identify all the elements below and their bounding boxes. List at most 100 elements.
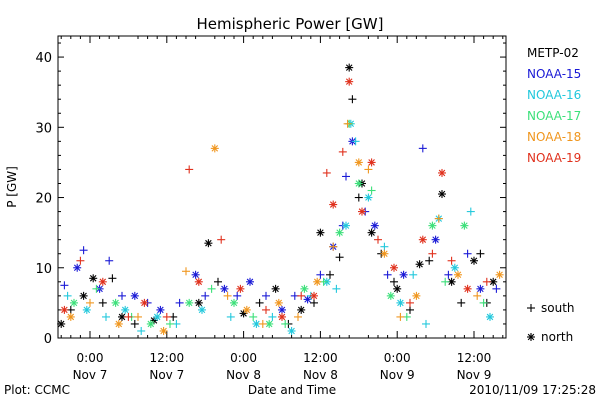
data-point xyxy=(470,256,478,265)
data-point xyxy=(329,200,338,209)
data-point xyxy=(358,207,366,216)
data-point xyxy=(406,298,414,307)
data-point xyxy=(374,235,382,244)
chart-title: Hemispheric Power [GW] xyxy=(197,15,384,33)
x-tick-label-time: 0:00 xyxy=(77,351,104,365)
data-point xyxy=(130,319,139,328)
data-points xyxy=(57,63,504,335)
data-point xyxy=(316,270,325,279)
x-tick-label-date: Nov 7 xyxy=(149,368,184,382)
data-point xyxy=(343,119,352,128)
data-point xyxy=(479,298,488,307)
data-point xyxy=(322,168,331,177)
data-point xyxy=(294,312,302,321)
data-point xyxy=(441,277,450,286)
data-point xyxy=(313,277,322,286)
data-point xyxy=(367,186,376,195)
y-axis-label: P [GW] xyxy=(5,166,19,208)
data-point xyxy=(310,298,318,307)
data-point xyxy=(146,319,155,328)
data-point xyxy=(463,284,472,293)
data-point xyxy=(364,193,373,202)
x-tick-label-time: 0:00 xyxy=(230,351,257,365)
data-point xyxy=(415,260,424,269)
data-point xyxy=(162,312,171,321)
data-point xyxy=(130,291,139,300)
data-point xyxy=(438,168,446,177)
data-point xyxy=(108,274,117,283)
x-axis-label: Date and Time xyxy=(248,383,336,397)
x-tick-label-date: Nov 9 xyxy=(457,368,492,382)
data-point xyxy=(265,319,274,328)
data-point xyxy=(316,228,325,237)
data-point xyxy=(466,207,475,216)
data-point xyxy=(390,277,398,286)
data-point xyxy=(463,249,472,258)
y-tick-label: 10 xyxy=(35,262,52,277)
data-point xyxy=(262,291,270,300)
plot-frame xyxy=(57,35,507,339)
data-point xyxy=(444,270,453,279)
data-point xyxy=(396,298,405,307)
data-point xyxy=(57,319,66,328)
data-point xyxy=(278,305,286,314)
data-point xyxy=(236,284,245,293)
data-point xyxy=(175,298,184,307)
data-point xyxy=(329,242,338,251)
data-point xyxy=(492,284,501,293)
data-point xyxy=(268,312,277,321)
data-point xyxy=(428,249,437,258)
data-point xyxy=(191,270,200,279)
data-point xyxy=(380,249,389,258)
marker-legend-symbol xyxy=(527,333,535,341)
data-point xyxy=(226,312,235,321)
data-point xyxy=(278,312,286,321)
y-tick-label: 0 xyxy=(44,332,52,347)
data-point xyxy=(60,305,69,314)
legend-entry: NOAA-17 xyxy=(527,109,581,123)
data-point xyxy=(422,319,430,328)
data-point xyxy=(105,256,114,265)
data-point xyxy=(121,305,130,314)
data-point xyxy=(82,305,91,314)
data-point xyxy=(454,270,462,279)
x-tick-label-time: 12:00 xyxy=(150,351,185,365)
data-point xyxy=(345,63,354,72)
data-point xyxy=(367,228,376,237)
data-point xyxy=(249,312,258,321)
legend-entry: METP-02 xyxy=(527,46,579,60)
legend-entry: NOAA-18 xyxy=(527,130,581,144)
data-point xyxy=(79,291,88,300)
legend-entry: NOAA-19 xyxy=(527,151,581,165)
x-tick-label-date: Nov 8 xyxy=(226,368,261,382)
x-tick-label-time: 0:00 xyxy=(384,351,411,365)
data-point xyxy=(246,277,254,286)
data-point xyxy=(166,319,174,328)
data-point xyxy=(89,274,98,283)
data-point xyxy=(354,179,363,188)
data-point xyxy=(335,228,344,237)
data-point xyxy=(370,221,379,230)
data-point xyxy=(383,270,392,279)
data-point xyxy=(335,253,344,262)
data-point xyxy=(70,298,78,307)
data-point xyxy=(495,270,504,279)
data-point xyxy=(98,277,107,286)
y-axis: 0 10 20 30 40 xyxy=(35,42,506,347)
data-point xyxy=(76,256,85,265)
data-point xyxy=(434,214,443,223)
y-tick-label: 30 xyxy=(35,121,52,136)
data-point xyxy=(223,291,232,300)
data-point xyxy=(287,326,296,335)
data-point xyxy=(274,298,283,307)
data-point xyxy=(354,193,363,202)
data-point xyxy=(102,312,110,321)
data-point xyxy=(438,190,446,199)
data-point xyxy=(182,267,190,276)
data-point xyxy=(425,256,434,265)
data-point xyxy=(111,298,120,307)
data-point xyxy=(476,284,485,293)
marker-legend: south north xyxy=(527,301,575,344)
data-point xyxy=(428,221,437,230)
x-tick-label-date: Nov 7 xyxy=(73,368,108,382)
